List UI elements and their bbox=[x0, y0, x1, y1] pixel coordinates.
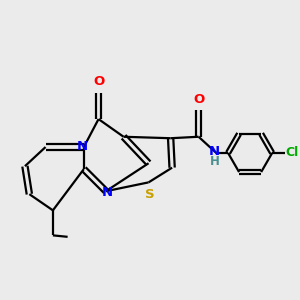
Text: N: N bbox=[77, 140, 88, 153]
Text: O: O bbox=[194, 93, 205, 106]
Text: N: N bbox=[209, 145, 220, 158]
Text: Cl: Cl bbox=[285, 146, 298, 159]
Text: S: S bbox=[145, 188, 155, 201]
Text: O: O bbox=[94, 75, 105, 88]
Text: H: H bbox=[210, 155, 220, 168]
Text: N: N bbox=[102, 186, 113, 199]
